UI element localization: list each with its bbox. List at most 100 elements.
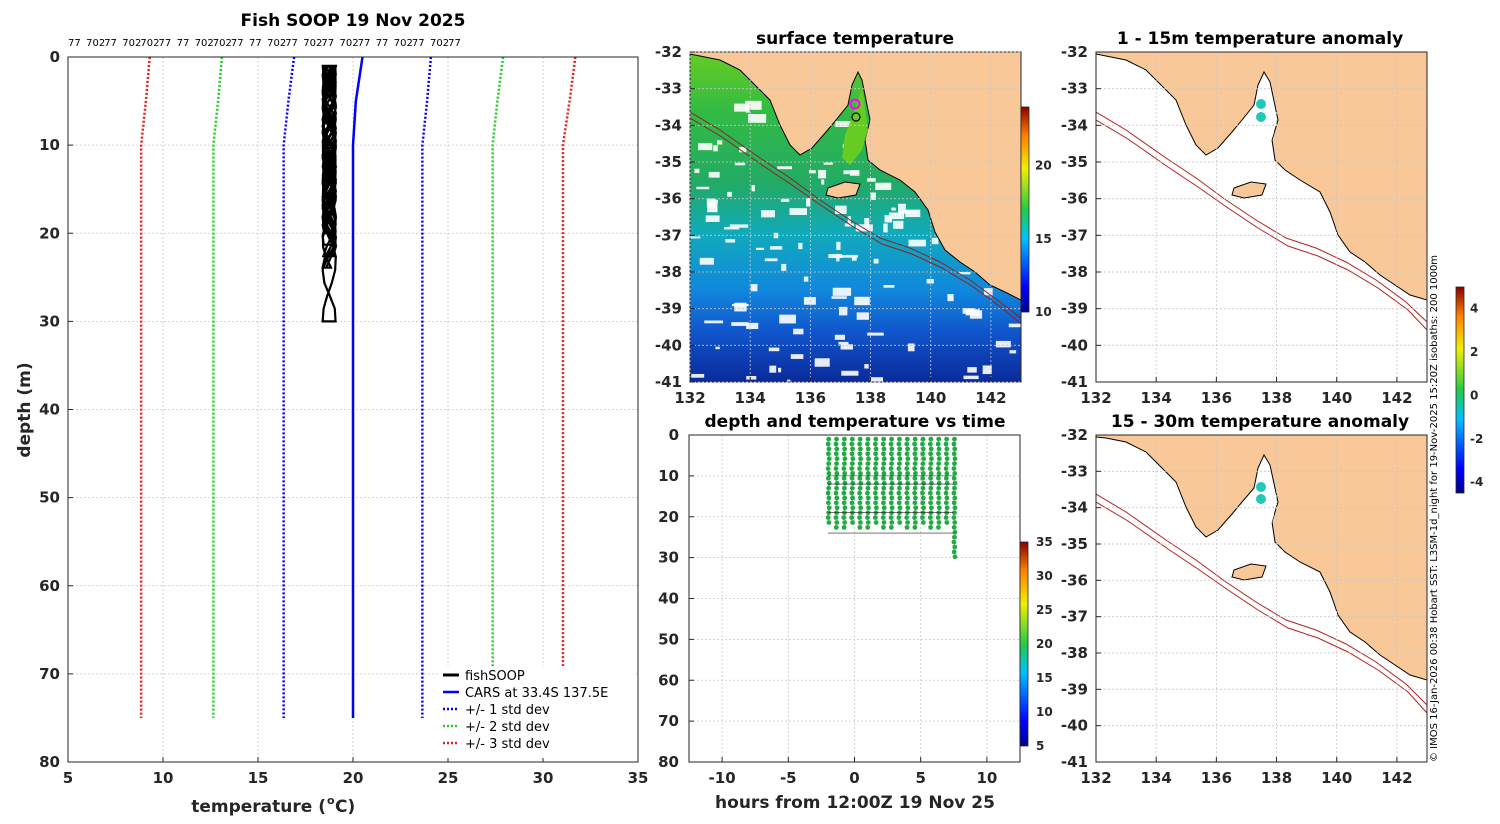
time-dot — [857, 524, 863, 530]
time-dot — [888, 441, 894, 447]
time-dot — [842, 471, 848, 476]
time-ytick-label: 30 — [658, 549, 679, 567]
profile-ytick-label: 30 — [39, 312, 60, 330]
anom2-xtick-label: 132 — [1080, 769, 1111, 787]
anom2-land — [1096, 435, 1427, 681]
time-ytick-label: 80 — [658, 753, 679, 771]
profile-top-label: 77 — [249, 38, 262, 49]
profile-xtick-label: 10 — [153, 769, 174, 787]
profile-top-label: 77 — [412, 38, 425, 49]
anom2-xtick-label: 138 — [1261, 769, 1292, 787]
time-dot — [952, 505, 958, 511]
time-dot — [920, 466, 925, 471]
sst-cloud — [854, 296, 870, 306]
time-dot — [951, 549, 957, 555]
time-dot — [943, 441, 949, 447]
sst-colorbar — [1020, 106, 1030, 313]
time-dot — [921, 480, 926, 486]
anom1-marker-2 — [1256, 112, 1266, 122]
sst-cloud — [1008, 323, 1021, 328]
time-dot — [928, 461, 934, 467]
sst-cloud — [777, 166, 793, 170]
time-dot — [865, 461, 871, 467]
anom1-title: 1 - 15m temperature anomaly — [1117, 29, 1403, 49]
profile-top-label: 77 — [231, 38, 244, 49]
time-dot — [841, 475, 847, 481]
sst-cloud — [873, 258, 879, 264]
anom2-ytick-label: -33 — [1061, 462, 1088, 480]
time-dot — [952, 554, 958, 560]
sst-cloud — [883, 285, 895, 288]
time-dot — [944, 436, 950, 442]
time-dot — [841, 524, 847, 530]
sst-cloud — [843, 170, 859, 175]
time-colorbar-tick: 15 — [1036, 671, 1053, 685]
time-colorbar-tick: 20 — [1036, 637, 1053, 651]
profile-ytick-label: 20 — [39, 224, 60, 242]
profile-xtick-label: 20 — [343, 769, 364, 787]
time-dot — [833, 524, 839, 530]
time-dot — [896, 451, 902, 457]
time-dot — [897, 471, 903, 476]
time-dot — [825, 515, 831, 520]
sst-xtick-label: 142 — [975, 389, 1006, 407]
time-dot — [913, 480, 919, 486]
sst-cloud — [814, 358, 830, 367]
time-dot — [858, 480, 864, 486]
time-dot — [897, 446, 903, 452]
sst-cloud — [770, 246, 783, 250]
anom1-xtick-label: 138 — [1261, 389, 1292, 407]
sst-cloud — [844, 223, 854, 227]
sst-cloud — [716, 140, 723, 145]
time-dot — [928, 500, 934, 506]
time-dot — [921, 456, 926, 462]
time-dot — [834, 456, 840, 462]
anom1-ytick-label: -41 — [1061, 373, 1088, 391]
time-dot — [912, 466, 918, 471]
time-dot — [842, 456, 848, 462]
sst-cloud — [1009, 350, 1017, 354]
time-dot — [904, 441, 910, 447]
time-dot — [935, 466, 941, 471]
sst-cloud — [706, 198, 716, 208]
profile-ytick-label: 0 — [50, 48, 60, 66]
profile-ytick-label: 50 — [39, 489, 60, 507]
sst-cloud — [724, 226, 740, 230]
time-dot — [904, 524, 910, 530]
anom-colorbar-tick: -4 — [1470, 475, 1483, 489]
time-dot — [857, 475, 863, 481]
time-dots — [825, 436, 958, 560]
sst-cloud — [831, 296, 847, 299]
profile-ytick-label: 60 — [39, 577, 60, 595]
time-dot — [850, 480, 856, 486]
anom2-kangaroo-island — [1231, 563, 1267, 581]
sst-cloud — [746, 375, 757, 380]
time-dot — [834, 485, 839, 491]
time-dot — [857, 446, 863, 452]
sst-colorbar-tick: 10 — [1035, 305, 1052, 319]
sst-cloud — [779, 314, 796, 324]
time-dot — [920, 485, 926, 491]
time-dot — [842, 495, 848, 501]
time-xtick-label: -10 — [709, 769, 736, 787]
anom2-marker-1 — [1256, 482, 1266, 492]
time-dot — [850, 456, 856, 462]
sst-cloud — [698, 143, 713, 151]
sst-colorbar-ticks: 10 15 20 — [1035, 159, 1052, 319]
time-dot — [920, 441, 925, 447]
time-dot — [833, 475, 839, 481]
profile-xtick-label: 30 — [533, 769, 554, 787]
time-dot — [944, 480, 950, 486]
time-dot — [943, 451, 949, 457]
time-dot — [943, 490, 949, 496]
time-dot — [841, 441, 847, 447]
side-note: © IMOS 16-Jan-2026 00:38 Hobart SST: L3S… — [1429, 255, 1440, 762]
profile-xlabel-unit: C) — [335, 797, 355, 817]
time-colorbar-tick: 30 — [1036, 569, 1053, 583]
time-dot — [865, 520, 871, 525]
time-dot — [857, 466, 862, 471]
time-dot — [920, 495, 926, 501]
anom1-ytick-label: -36 — [1061, 190, 1088, 208]
anom1-panel: 132 134 136 138 140 142 -32 -33 -34 -35 -36 -37 -38… — [1061, 29, 1428, 407]
time-dot — [944, 485, 950, 491]
